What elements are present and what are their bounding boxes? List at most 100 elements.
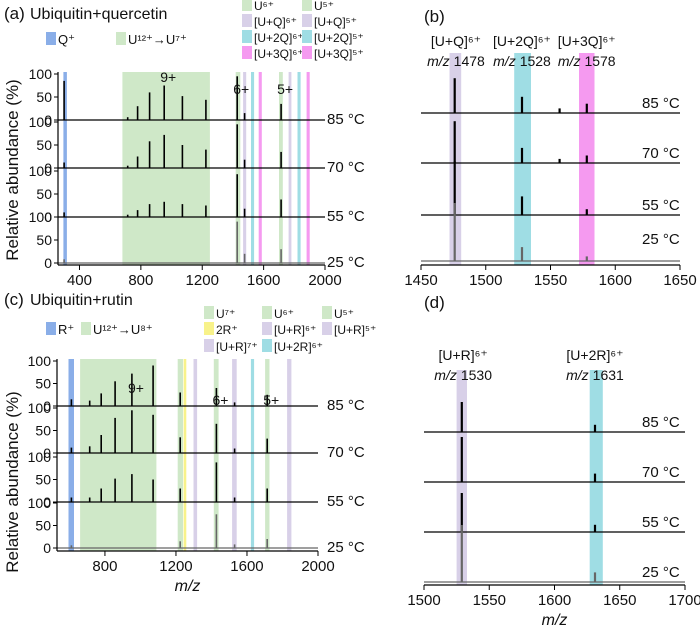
highlight-band-6 [213,359,219,551]
y-tick-label-1-3: 100 [28,353,52,369]
legend-swatch-9 [302,30,312,43]
legend-label-8: [U+2R]⁶⁺ [274,340,323,354]
legend-swatch-3 [204,306,214,319]
y-tick-label-2-1: 0 [43,445,51,461]
y-tick-label-1-1: 0 [44,112,52,128]
temperature-label-3: 55 °C [642,514,680,531]
highlight-band-5 [193,359,198,551]
panel-a: 85 °C70 °C55 °C25 °C05010005010005010005… [4,0,365,289]
ion-mz-3: m/z 1578 [558,53,616,69]
legend-label-10: [U+3Q]⁵⁺ [314,47,364,61]
highlight-band-1 [68,359,74,551]
panel-label: (c) [4,290,24,309]
panel-title: Ubiquitin+quercetin [30,6,167,23]
legend-swatch-6 [242,46,252,59]
legend-label-6: [U+3Q]⁶⁺ [254,47,304,61]
legend-swatch-5 [204,339,214,352]
x-tick-label-3: 1550 [534,272,567,289]
legend-label-5: [U+R]⁷⁺ [216,340,258,354]
charge-annotation-3: 5+ [263,392,279,408]
legend-label-8: [U+Q]⁵⁺ [314,15,357,29]
y-axis-label-bottom: Relative abundance (%) [3,391,22,572]
ion-label-2: [U+2Q]⁶⁺ [493,33,551,49]
ion-mz-prefix-3: m/z [558,53,581,69]
y-tick-label-2-1: 0 [44,160,52,176]
ion-label-1: [U+R]⁶⁺ [438,347,487,363]
y-tick-label-4-3: 100 [29,209,53,225]
x-tick-label-2: 1500 [469,272,502,289]
ion-label-3: [U+3Q]⁶⁺ [558,33,616,49]
ion-mz-2: m/z 1631 [566,367,624,383]
y-tick-label-2-2: 50 [36,137,52,153]
ion-mz-value-3: 1578 [584,53,615,69]
x-axis-label: m/z [542,612,568,629]
legend-swatch-2 [116,32,126,45]
x-tick-label-5: 1700 [668,592,700,609]
y-axis-label-top: Relative abundance (%) [3,79,22,260]
y-tick-label-3-3: 100 [29,163,53,179]
legend-label-9: [U+2Q]⁵⁺ [314,31,364,45]
charge-annotation-2: 6+ [212,392,228,408]
x-tick-label-4: 1650 [603,592,636,609]
highlight-band-9 [265,359,270,551]
legend-swatch-1 [46,322,56,335]
temperature-label-1: 85 °C [642,414,680,431]
charge-annotation-1: 9+ [160,69,176,85]
legend-label-1: R⁺ [58,322,74,337]
highlight-band-7 [232,359,237,551]
panel-label: (a) [4,4,25,23]
x-tick-label-2: 800 [128,272,153,289]
y-tick-label-1-1: 0 [43,398,51,414]
y-tick-label-1-3: 100 [29,66,53,82]
y-tick-label-2-3: 100 [28,400,52,416]
ion-mz-prefix-1: m/z [427,53,450,69]
x-tick-label-3: 1200 [186,272,219,289]
temperature-label-3: 55 °C [327,208,365,225]
legend-swatch-10 [322,322,332,335]
legend-swatch-3 [242,0,252,11]
highlight-band-8 [250,359,255,551]
legend-swatch-7 [302,0,312,11]
x-tick-label-3: 1600 [230,558,263,575]
legend-label-9: U⁵⁺ [334,307,354,321]
ion-mz-value-1: 1478 [454,53,485,69]
y-tick-label-4-2: 50 [35,518,51,534]
legend-label-3: U⁶⁺ [254,0,274,13]
legend-label-5: [U+2Q]⁶⁺ [254,31,304,45]
charge-annotation-2: 6+ [233,81,249,97]
legend-swatch-10 [302,46,312,59]
temperature-label-1: 85 °C [327,397,365,414]
temperature-label-4: 25 °C [642,231,680,248]
ion-mz-1: m/z 1530 [434,367,492,383]
temperature-label-2: 70 °C [327,444,365,461]
legend-swatch-4 [204,322,214,335]
y-tick-label-3-1: 0 [44,209,52,225]
panel-label: (d) [424,293,445,312]
ion-mz-value-2: 1528 [520,53,551,69]
temperature-label-1: 85 °C [642,95,680,112]
temperature-label-3: 55 °C [327,493,365,510]
legend-label-2: U¹²⁺→U⁷⁺ [128,32,187,47]
x-tick-label-4: 2000 [301,558,334,575]
y-tick-label-2-3: 100 [29,114,53,130]
temperature-label-4: 25 °C [327,539,365,556]
highlight-band-3 [177,359,183,551]
y-tick-label-3-2: 50 [36,186,52,202]
panel-c: 85 °C70 °C55 °C25 °C05010005010005010005… [4,290,376,595]
temperature-label-1: 85 °C [327,111,365,128]
x-tick-label-1: 400 [67,272,92,289]
ion-mz-2: m/z 1528 [493,53,551,69]
x-tick-label-5: 2000 [308,272,341,289]
temperature-label-2: 70 °C [327,159,365,176]
charge-annotation-3: 5+ [277,81,293,97]
ion-mz-prefix-2: m/z [493,53,516,69]
ion-mz-1: m/z 1478 [427,53,485,69]
panel-b: 85 °C 70 °C 55 °C 25 °C 1450 1500 1550 1600 1650… [404,7,696,289]
charge-annotation-1: 9+ [128,380,144,396]
legend-label-4: 2R⁺ [216,323,238,337]
panel-label: (b) [424,7,445,26]
highlight-band-2 [80,359,157,551]
legend-label-2: U¹²⁺→U⁸⁺ [93,322,153,337]
legend-swatch-2 [81,322,91,335]
legend-swatch-4 [242,14,252,27]
